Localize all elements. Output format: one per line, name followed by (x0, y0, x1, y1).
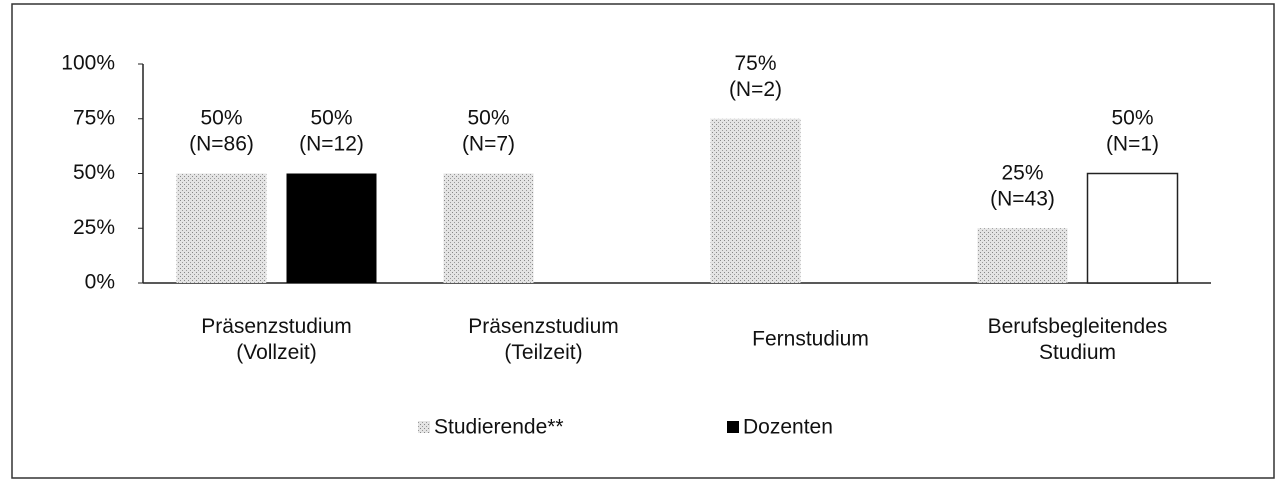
x-tick-label: Berufsbegleitendes Studium (988, 315, 1168, 364)
y-tick-label: 50% (73, 161, 115, 184)
y-tick-label: 0% (85, 271, 115, 294)
bar (1086, 172, 1179, 284)
data-label: 25% (N=43) (990, 161, 1055, 210)
y-tick-label: 75% (73, 106, 115, 129)
data-label: 50% (N=1) (1106, 106, 1159, 155)
frame (11, 3, 1275, 479)
x-tick-label: Präsenzstudium (Teilzeit) (468, 315, 619, 364)
bar (443, 173, 534, 283)
x-tick-label: Fernstudium (752, 328, 869, 351)
data-label: 75% (N=2) (729, 51, 782, 100)
bar (286, 173, 377, 283)
data-label: 50% (N=86) (189, 106, 254, 155)
x-tick-label: Präsenzstudium (Vollzeit) (201, 315, 352, 364)
legend-swatch (727, 421, 739, 433)
legend-label: Studierende** (434, 416, 564, 439)
data-label: 50% (N=7) (462, 106, 515, 155)
legend-label: Dozenten (743, 416, 833, 439)
y-tick-label: 100% (61, 52, 115, 75)
bar (977, 228, 1068, 283)
data-label: 50% (N=12) (299, 106, 364, 155)
bar (176, 173, 267, 283)
legend-swatch (418, 421, 430, 433)
y-tick-label: 25% (73, 216, 115, 239)
bar (710, 118, 801, 283)
